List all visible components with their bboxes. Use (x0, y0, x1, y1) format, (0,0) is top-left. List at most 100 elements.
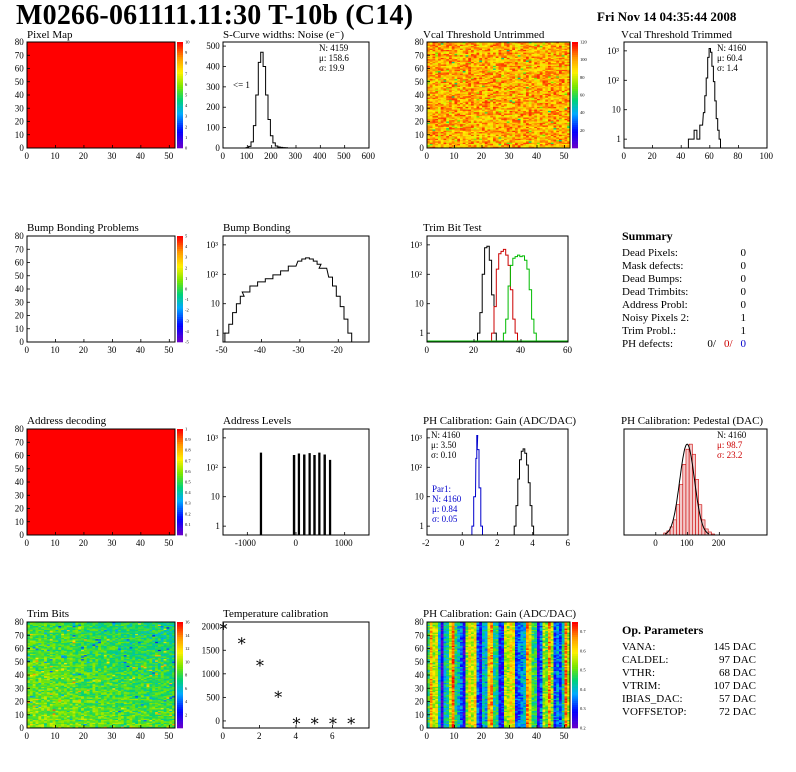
ph-defect-count: 0/ (723, 338, 733, 350)
y-tick-label: 0 (19, 143, 24, 153)
y-tick-label: 10 (15, 710, 24, 720)
y-tick-label: 0 (215, 143, 220, 153)
page-header: M0266-061111.11:30 T-10b (C14) Fri Nov 1… (0, 0, 796, 31)
y-tick-label: 10³ (607, 46, 619, 56)
y-tick-label: 20 (415, 697, 425, 707)
address-level-spike (303, 454, 306, 535)
color-scale-tick: -1 (185, 297, 189, 302)
color-scale-tick: 4 (185, 103, 188, 108)
summary-label: Dead Trimbits: (622, 286, 689, 298)
color-scale-tick: 8 (185, 673, 188, 678)
y-tick-label: 40 (15, 284, 24, 294)
summary-value: 0 (740, 286, 747, 298)
y-tick-label: 0 (419, 723, 424, 733)
x-tick-label: 40 (676, 151, 686, 161)
x-tick-label: 500 (337, 151, 351, 161)
color-scale-tick: 0 (185, 146, 188, 151)
stat-line: N: 4159 (319, 43, 349, 53)
y-tick-label: 10 (415, 130, 425, 140)
x-tick-label: 50 (164, 345, 174, 355)
color-scale-tick: 4 (185, 244, 188, 249)
color-scale-tick: 60 (580, 93, 585, 98)
x-tick-label: 0 (425, 345, 430, 355)
plot-frame (26, 235, 176, 343)
series-line-2 (502, 254, 537, 342)
op-param-value: 68 DAC (719, 667, 756, 679)
x-tick-label: 10 (50, 151, 60, 161)
op-param-row: VOFFSETOP: 72 DAC (622, 706, 756, 719)
series-line-1 (471, 435, 483, 535)
summary-value: 0/0/0 (699, 338, 746, 350)
address-level-spike (318, 452, 321, 535)
plot-frame (623, 41, 768, 149)
color-scale-tick: 80 (580, 75, 585, 80)
x-tick-label: 10 (50, 538, 60, 548)
summary-row: Mask defects: 0 (622, 260, 746, 273)
y-tick-label: 10 (415, 299, 425, 309)
scatter-point: ∗ (291, 713, 302, 730)
x-tick-label: 0 (425, 151, 430, 161)
plot-title: Bump Bonding (223, 222, 291, 234)
op-param-title: Op. Parameters (622, 623, 704, 637)
x-tick-label: -20 (331, 345, 343, 355)
x-tick-label: 80 (733, 151, 743, 161)
summary-row: Noisy Pixels 2: 1 (622, 312, 746, 325)
plot-frame (222, 235, 370, 343)
y-tick-label: 10² (206, 269, 218, 279)
heatmap-fill (27, 42, 175, 148)
stat-line-par1: N: 4160 (432, 494, 462, 504)
x-tick-label: 0 (425, 731, 430, 741)
y-tick-label: 20 (15, 697, 24, 707)
op-param-value: 107 DAC (713, 680, 756, 692)
stat-line: μ: 158.6 (319, 53, 349, 63)
op-param-value: 145 DAC (713, 641, 756, 653)
y-tick-label: 50 (15, 77, 24, 87)
page-title: M0266-061111.11:30 T-10b (C14) (16, 0, 414, 31)
y-tick-label: 1 (616, 134, 621, 144)
x-tick-label: 0 (221, 151, 226, 161)
plot-title: PH Calibration: Gain (ADC/DAC) (423, 608, 576, 620)
histogram-bar (676, 504, 680, 536)
summary-label: PH defects: (622, 338, 674, 350)
x-tick-label: 30 (107, 731, 117, 741)
color-scale-tick: 0 (185, 533, 188, 538)
x-tick-label: 40 (532, 731, 542, 741)
plot-title: Trim Bit Test (423, 222, 482, 234)
color-scale-tick: 0.6 (185, 469, 191, 474)
color-scale-tick: 0.9 (185, 437, 191, 442)
color-scale-tick: 20 (580, 128, 585, 133)
y-tick-label: 10³ (206, 240, 218, 250)
x-tick-label: 0 (622, 151, 627, 161)
x-tick-label: 0 (221, 731, 226, 741)
address-level-spike (308, 453, 311, 535)
plot-12: Trim Bits 2 4 6 8 10 12 14 16 0 10 20 30 40 50 0 10 20 30 4… (15, 608, 190, 741)
color-scale-tick: 2 (185, 124, 187, 129)
plot-title: Trim Bits (27, 608, 69, 620)
address-level-spike (323, 454, 326, 535)
y-tick-label: 60 (15, 451, 24, 461)
plot-title: PH Calibration: Gain (ADC/DAC) (423, 415, 576, 427)
x-tick-label: 40 (136, 731, 146, 741)
x-tick-label: 20 (79, 345, 89, 355)
y-tick-label: 40 (15, 477, 24, 487)
y-tick-label: 0 (419, 143, 424, 153)
y-tick-label: 50 (415, 77, 425, 87)
color-scale-tick: 0.4 (580, 687, 586, 692)
stat-line: σ: 23.2 (717, 450, 742, 460)
y-tick-label: 50 (15, 271, 24, 281)
y-tick-label: 40 (15, 670, 24, 680)
scatter-point: ∗ (328, 713, 339, 730)
y-tick-label: 70 (15, 630, 24, 640)
x-tick-label: 0 (460, 538, 465, 548)
series-line-0 (513, 448, 535, 535)
y-tick-label: 70 (15, 244, 24, 254)
color-scale-tick: 9 (185, 50, 188, 55)
x-tick-label: 400 (313, 151, 327, 161)
x-tick-label: 300 (289, 151, 303, 161)
plot-title: S-Curve widths: Noise (e⁻) (223, 29, 344, 41)
y-tick-label: 80 (15, 617, 24, 627)
x-tick-label: 6 (330, 731, 335, 741)
x-tick-label: 50 (560, 151, 570, 161)
heatmap-cells (427, 622, 571, 729)
y-tick-label: 10² (410, 269, 422, 279)
